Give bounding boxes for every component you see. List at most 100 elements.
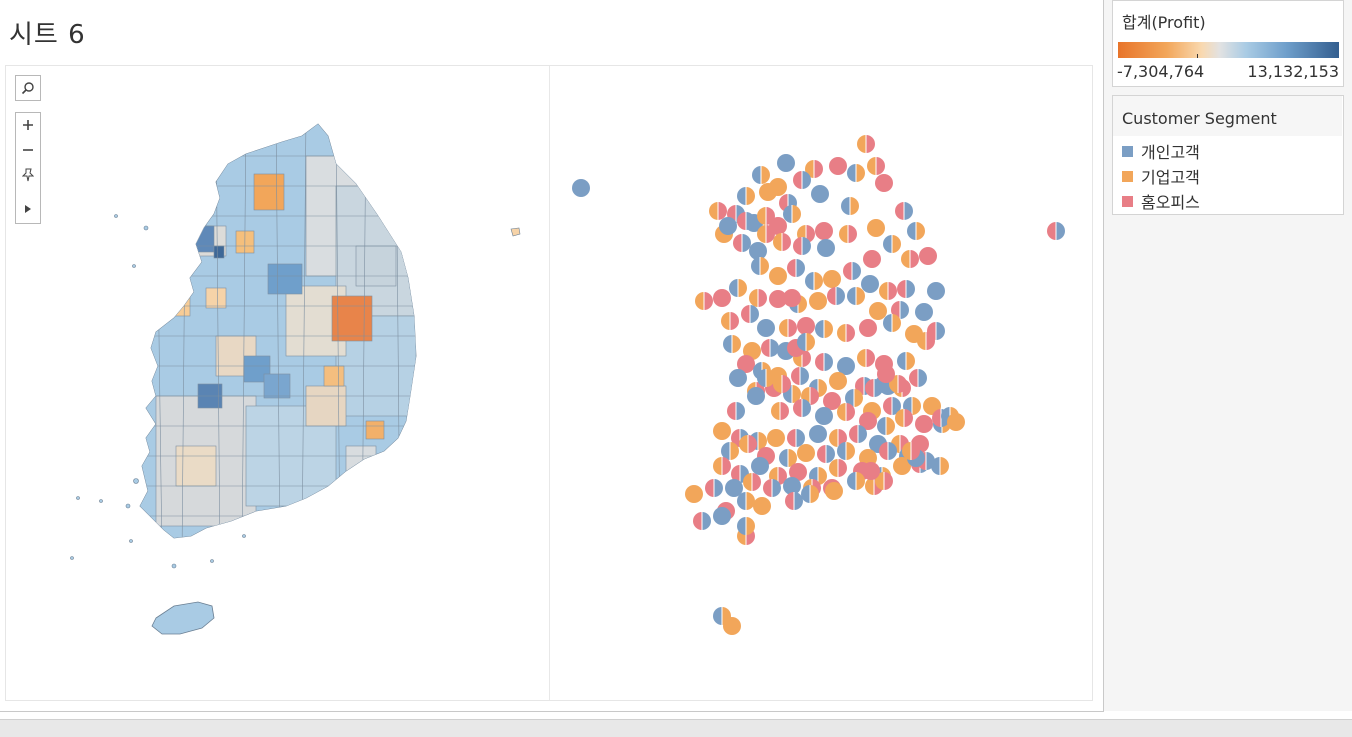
pie-marker[interactable] bbox=[823, 392, 841, 410]
pie-marker[interactable] bbox=[749, 242, 767, 260]
pie-marker[interactable] bbox=[875, 472, 893, 490]
pie-marker[interactable] bbox=[845, 389, 863, 407]
pie-marker[interactable] bbox=[829, 372, 847, 390]
pie-marker[interactable] bbox=[797, 333, 815, 351]
pie-marker[interactable] bbox=[862, 462, 880, 480]
pie-marker[interactable] bbox=[875, 174, 893, 192]
pie-marker[interactable] bbox=[919, 247, 937, 265]
pie-marker[interactable] bbox=[572, 179, 590, 197]
pie-markers[interactable] bbox=[572, 135, 1065, 635]
pie-marker[interactable] bbox=[805, 272, 823, 290]
pie-marker[interactable] bbox=[757, 225, 775, 243]
pie-marker[interactable] bbox=[785, 492, 803, 510]
pie-marker[interactable] bbox=[713, 507, 731, 525]
pie-marker[interactable] bbox=[847, 164, 865, 182]
pie-marker[interactable] bbox=[747, 387, 765, 405]
pie-marker[interactable] bbox=[859, 412, 877, 430]
pie-marker[interactable] bbox=[713, 289, 731, 307]
pin-map-button[interactable] bbox=[16, 163, 40, 187]
pie-marker[interactable] bbox=[725, 479, 743, 497]
pie-marker[interactable] bbox=[915, 303, 933, 321]
pie-marker[interactable] bbox=[867, 157, 885, 175]
pie-marker[interactable] bbox=[727, 402, 745, 420]
pie-marker[interactable] bbox=[757, 369, 775, 387]
pie-marker[interactable] bbox=[817, 239, 835, 257]
pie-marker[interactable] bbox=[841, 197, 859, 215]
pie-marker[interactable] bbox=[897, 352, 915, 370]
pie-marker[interactable] bbox=[737, 492, 755, 510]
pie-marker[interactable] bbox=[907, 222, 925, 240]
pie-marker[interactable] bbox=[839, 225, 857, 243]
pie-marker[interactable] bbox=[749, 289, 767, 307]
pie-marker[interactable] bbox=[817, 445, 835, 463]
pie-marker[interactable] bbox=[797, 444, 815, 462]
pie-marker[interactable] bbox=[883, 235, 901, 253]
pie-marker[interactable] bbox=[915, 415, 933, 433]
pie-marker[interactable] bbox=[737, 517, 755, 535]
pie-marker[interactable] bbox=[741, 305, 759, 323]
pie-marker[interactable] bbox=[895, 409, 913, 427]
pie-marker[interactable] bbox=[859, 319, 877, 337]
segment-color-legend[interactable]: Customer Segment 개인고객 기업고객 홈오피스 bbox=[1112, 95, 1344, 215]
pie-marker[interactable] bbox=[793, 237, 811, 255]
pie-marker[interactable] bbox=[797, 317, 815, 335]
pie-marker[interactable] bbox=[927, 282, 945, 300]
pie-marker[interactable] bbox=[757, 319, 775, 337]
pie-marker[interactable] bbox=[883, 314, 901, 332]
map-canvas[interactable] bbox=[6, 66, 1092, 700]
pie-marker[interactable] bbox=[927, 322, 945, 340]
pie-marker[interactable] bbox=[751, 257, 769, 275]
pie-marker[interactable] bbox=[917, 332, 935, 350]
pie-marker[interactable] bbox=[759, 183, 777, 201]
zoom-out-button[interactable] bbox=[16, 138, 40, 162]
pie-marker[interactable] bbox=[763, 479, 781, 497]
search-button[interactable] bbox=[15, 75, 41, 101]
pie-marker[interactable] bbox=[753, 497, 771, 515]
pie-marker[interactable] bbox=[843, 262, 861, 280]
pie-marker[interactable] bbox=[847, 287, 865, 305]
pie-marker[interactable] bbox=[829, 459, 847, 477]
pie-marker[interactable] bbox=[751, 457, 769, 475]
pie-marker[interactable] bbox=[849, 425, 867, 443]
pie-marker[interactable] bbox=[771, 402, 789, 420]
pie-marker[interactable] bbox=[733, 234, 751, 252]
pie-marker[interactable] bbox=[737, 187, 755, 205]
pie-marker[interactable] bbox=[809, 292, 827, 310]
pie-marker[interactable] bbox=[789, 463, 807, 481]
pie-marker[interactable] bbox=[909, 369, 927, 387]
pie-marker[interactable] bbox=[897, 280, 915, 298]
pie-marker[interactable] bbox=[779, 449, 797, 467]
pie-marker[interactable] bbox=[837, 324, 855, 342]
pie-marker[interactable] bbox=[693, 512, 711, 530]
pie-marker[interactable] bbox=[779, 319, 797, 337]
pie-marker[interactable] bbox=[829, 157, 847, 175]
pie-marker[interactable] bbox=[709, 202, 727, 220]
pie-marker[interactable] bbox=[883, 397, 901, 415]
pie-marker[interactable] bbox=[815, 320, 833, 338]
pie-marker[interactable] bbox=[877, 365, 895, 383]
pie-marker[interactable] bbox=[863, 250, 881, 268]
pie-marker[interactable] bbox=[811, 185, 829, 203]
pie-marker[interactable] bbox=[769, 290, 787, 308]
pie-marker[interactable] bbox=[1047, 222, 1065, 240]
pie-marker[interactable] bbox=[947, 413, 965, 431]
segment-item-personal[interactable]: 개인고객 bbox=[1122, 141, 1200, 162]
pie-marker[interactable] bbox=[837, 357, 855, 375]
pie-marker[interactable] bbox=[773, 233, 791, 251]
district-regions[interactable] bbox=[126, 116, 426, 556]
pie-marker[interactable] bbox=[801, 485, 819, 503]
pie-marker[interactable] bbox=[721, 442, 739, 460]
pie-marker[interactable] bbox=[783, 289, 801, 307]
pie-marker[interactable] bbox=[895, 202, 913, 220]
pie-marker[interactable] bbox=[773, 375, 791, 393]
pie-marker[interactable] bbox=[877, 417, 895, 435]
pie-marker[interactable] bbox=[827, 287, 845, 305]
pie-marker[interactable] bbox=[837, 403, 855, 421]
pie-marker[interactable] bbox=[879, 282, 897, 300]
pie-marker[interactable] bbox=[837, 442, 855, 460]
pie-marker[interactable] bbox=[783, 205, 801, 223]
pie-marker[interactable] bbox=[737, 355, 755, 373]
pie-marker[interactable] bbox=[723, 617, 741, 635]
pie-marker[interactable] bbox=[847, 472, 865, 490]
pie-marker[interactable] bbox=[713, 422, 731, 440]
